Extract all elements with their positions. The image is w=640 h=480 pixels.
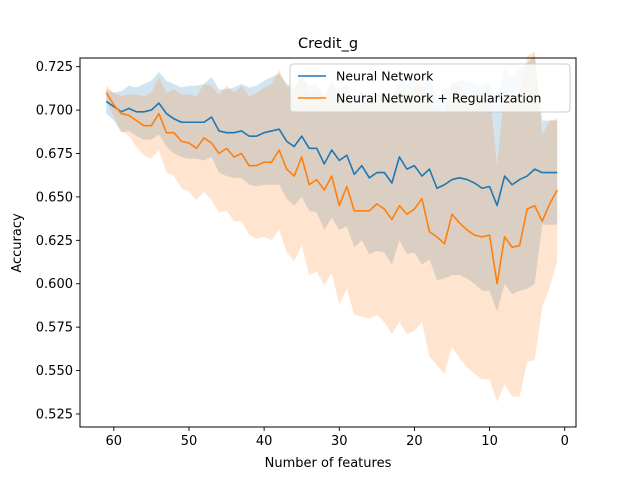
y-tick-label: 0.725 (36, 60, 73, 75)
x-axis: 60 50 40 30 20 10 0 (106, 427, 569, 449)
y-axis-label: Accuracy (10, 213, 25, 273)
plot-frame (79, 57, 577, 428)
x-tick-label: 50 (181, 434, 198, 449)
y-tick-label: 0.650 (36, 190, 73, 205)
y-tick-label: 0.600 (36, 277, 73, 292)
y-tick-label: 0.675 (36, 147, 73, 162)
x-tick-label: 10 (481, 434, 498, 449)
legend: Neural Network Neural Network + Regulariz… (289, 63, 571, 113)
series-lines (105, 92, 558, 285)
y-axis: 0.525 0.550 0.575 0.600 0.625 0.650 0.675 0.700… (36, 60, 80, 422)
y-tick-label: 0.700 (36, 104, 73, 119)
legend-box (289, 63, 571, 113)
x-tick-label: 40 (256, 434, 273, 449)
legend-label: Neural Network + Regularization (336, 91, 541, 106)
legend-label: Neural Network (336, 69, 434, 84)
line-series-1 (105, 100, 558, 207)
x-tick-label: 0 (561, 434, 569, 449)
chart-title: Credit_g (298, 36, 358, 52)
y-tick-label: 0.575 (36, 321, 73, 336)
x-tick-label: 60 (106, 434, 123, 449)
band-series-1 (106, 54, 558, 312)
line-series-2 (105, 92, 558, 285)
y-tick-label: 0.625 (36, 234, 73, 249)
y-tick-label: 0.525 (36, 407, 73, 422)
x-tick-label: 30 (331, 434, 348, 449)
confidence-bands (106, 51, 558, 402)
x-tick-label: 20 (406, 434, 423, 449)
x-axis-label: Number of features (265, 456, 392, 471)
y-tick-label: 0.550 (36, 364, 73, 379)
band-series-2 (106, 51, 558, 402)
